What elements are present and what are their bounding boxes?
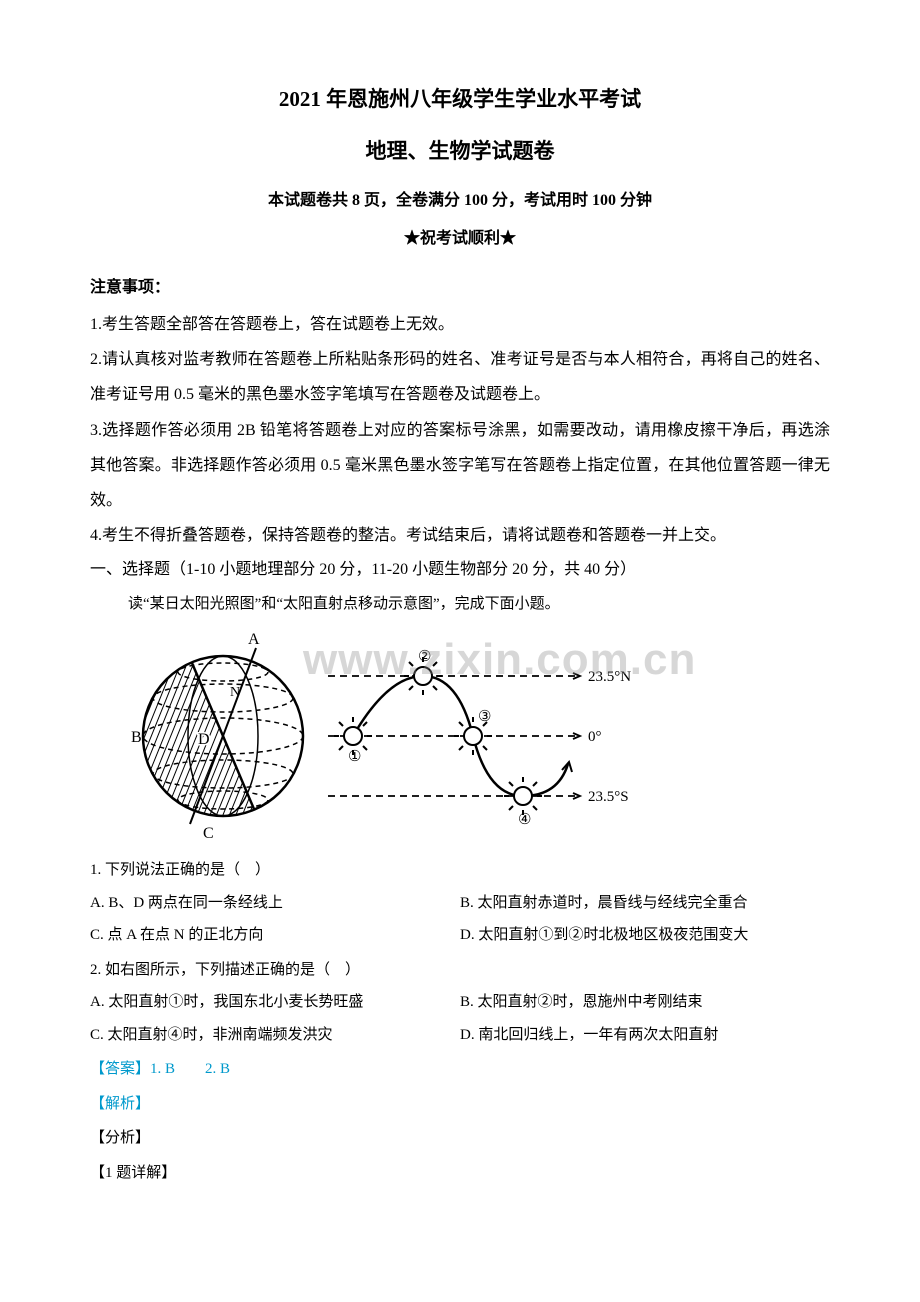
q1-opt-d: D. 太阳直射①到②时北极地区极夜范围变大 bbox=[460, 921, 830, 950]
globe-label-n: N bbox=[230, 685, 240, 700]
exam-title-sub: 地理、生物学试题卷 bbox=[90, 132, 830, 172]
lat-label-mid: 0° bbox=[588, 729, 602, 745]
globe-label-d: D bbox=[198, 731, 210, 748]
q1-opt-a: A. B、D 两点在同一条经线上 bbox=[90, 889, 460, 918]
q2-row-1: A. 太阳直射①时，我国东北小麦长势旺盛 B. 太阳直射②时，恩施州中考刚结束 bbox=[90, 988, 830, 1017]
q2-opt-d: D. 南北回归线上，一年有两次太阳直射 bbox=[460, 1021, 830, 1050]
q1-stem: 1. 下列说法正确的是（ ） bbox=[90, 856, 830, 885]
exam-title-main: 2021 年恩施州八年级学生学业水平考试 bbox=[90, 80, 830, 120]
notice-item-4: 4.考生不得折叠答题卷，保持答题卷的整洁。考试结束后，请将试题卷和答题卷一并上交… bbox=[90, 518, 830, 553]
question-intro: 读“某日太阳光照图”和“太阳直射点移动示意图”，完成下面小题。 bbox=[128, 590, 830, 619]
globe-label-b: B bbox=[131, 729, 142, 746]
notice-item-1: 1.考生答题全部答在答题卷上，答在试题卷上无效。 bbox=[90, 307, 830, 342]
q1-opt-c: C. 点 A 在点 N 的正北方向 bbox=[90, 921, 460, 950]
notice-item-2: 2.请认真核对监考教师在答题卷上所粘贴条形码的姓名、准考证号是否与本人相符合，再… bbox=[90, 342, 830, 412]
sun-num-2: ② bbox=[418, 649, 431, 665]
q2-opt-c: C. 太阳直射④时，非洲南端频发洪灾 bbox=[90, 1021, 460, 1050]
globe-label-a: A bbox=[248, 631, 260, 648]
section-heading: 一、选择题（1-10 小题地理部分 20 分，11-20 小题生物部分 20 分… bbox=[90, 555, 830, 585]
sun-num-3: ③ bbox=[478, 709, 491, 725]
answer-label: 【答案】1. B 2. B bbox=[90, 1055, 830, 1084]
globe-label-c: C bbox=[203, 825, 214, 842]
figure-container: A B C D D N bbox=[128, 626, 830, 846]
lat-label-top: 23.5°N bbox=[588, 669, 631, 685]
good-luck: ★祝考试顺利★ bbox=[90, 224, 830, 254]
q2-stem: 2. 如右图所示，下列描述正确的是（ ） bbox=[90, 956, 830, 985]
sun-num-1: ① bbox=[348, 749, 361, 765]
exam-info: 本试题卷共 8 页，全卷满分 100 分，考试用时 100 分钟 bbox=[90, 186, 830, 216]
sun-num-4: ④ bbox=[518, 812, 531, 826]
lat-label-bot: 23.5°S bbox=[588, 789, 629, 805]
q1-row-2: C. 点 A 在点 N 的正北方向 D. 太阳直射①到②时北极地区极夜范围变大 bbox=[90, 921, 830, 950]
analysis-sub1: 【分析】 bbox=[90, 1124, 830, 1153]
notice-item-3: 3.选择题作答必须用 2B 铅笔将答题卷上对应的答案标号涂黑，如需要改动，请用橡… bbox=[90, 413, 830, 519]
q2-opt-a: A. 太阳直射①时，我国东北小麦长势旺盛 bbox=[90, 988, 460, 1017]
sunpath-diagram: ① ② ③ ④ 23.5°N 0° 23.5°S bbox=[318, 646, 658, 826]
q1-row-1: A. B、D 两点在同一条经线上 B. 太阳直射赤道时，晨昏线与经线完全重合 bbox=[90, 889, 830, 918]
globe-diagram: A B C D D N bbox=[128, 626, 318, 846]
notice-heading: 注意事项： bbox=[90, 273, 830, 303]
q1-opt-b: B. 太阳直射赤道时，晨昏线与经线完全重合 bbox=[460, 889, 830, 918]
q2-row-2: C. 太阳直射④时，非洲南端频发洪灾 D. 南北回归线上，一年有两次太阳直射 bbox=[90, 1021, 830, 1050]
analysis-head: 【解析】 bbox=[90, 1090, 830, 1119]
analysis-sub2: 【1 题详解】 bbox=[90, 1159, 830, 1188]
q2-opt-b: B. 太阳直射②时，恩施州中考刚结束 bbox=[460, 988, 830, 1017]
